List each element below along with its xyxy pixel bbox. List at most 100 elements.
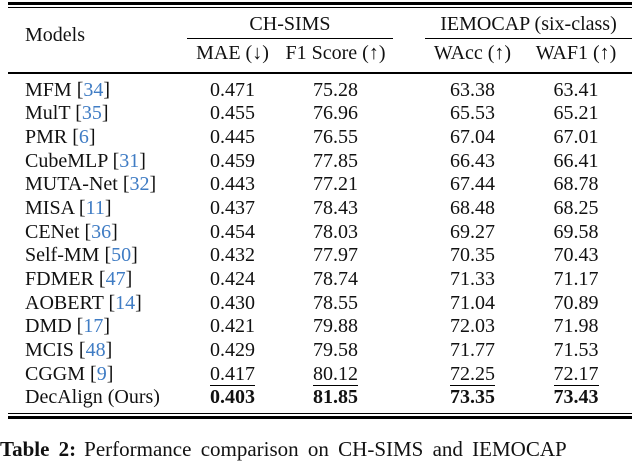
f1-cell: 77.85 xyxy=(313,149,358,172)
caption-label: Table 2: xyxy=(0,437,77,461)
model-label: PMR xyxy=(25,125,68,148)
citation[interactable]: [11] xyxy=(73,196,112,219)
citation[interactable]: [31] xyxy=(107,149,146,172)
model-label: DMD xyxy=(25,315,72,338)
mae-cell: 0.454 xyxy=(210,220,255,243)
group-rule-iemocap xyxy=(425,38,632,39)
wacc-cell: 73.35 xyxy=(450,386,495,409)
citation-number[interactable]: 47 xyxy=(105,268,126,290)
f1-cell: 77.97 xyxy=(313,244,358,267)
table-row: Self-MM [50] 0.432 77.97 70.35 70.43 xyxy=(8,244,632,268)
mae-cell: 0.430 xyxy=(210,291,255,314)
f1-cell: 77.21 xyxy=(313,173,358,196)
f1-cell: 81.85 xyxy=(313,386,358,409)
model-label: Self-MM xyxy=(25,244,100,267)
citation[interactable]: [32] xyxy=(117,173,157,196)
citation-number[interactable]: 14 xyxy=(115,291,136,314)
waf1-cell: 72.17 xyxy=(553,362,599,386)
table-row: PMR [6] 0.445 76.55 67.04 67.01 xyxy=(8,126,632,150)
header-rule xyxy=(8,72,632,74)
model-name-cell: MFM [34] xyxy=(8,79,187,103)
model-label: MUTA-Net xyxy=(25,173,118,196)
f1-cell: 78.43 xyxy=(313,196,358,219)
waf1-cell: 67.01 xyxy=(553,125,599,148)
waf1-cell: 71.98 xyxy=(553,315,599,338)
wacc-cell: 66.43 xyxy=(450,149,495,172)
waf1-cell: 69.58 xyxy=(553,220,599,243)
model-name-cell: PMR [6] xyxy=(8,126,187,150)
column-gap xyxy=(393,79,425,103)
model-name-cell: DecAlign (Ours) [] xyxy=(8,386,187,410)
f1-cell: 78.74 xyxy=(313,268,358,290)
model-name-cell: AOBERT [14] xyxy=(8,292,187,316)
mae-cell: 0.445 xyxy=(210,125,255,148)
column-header-wacc: WAcc (↑) xyxy=(433,42,512,64)
model-label: MCIS xyxy=(25,339,74,362)
table-row: AOBERT [14] 0.430 78.55 71.04 70.89 xyxy=(8,292,632,316)
citation[interactable]: [36] xyxy=(79,220,118,243)
f1-cell: 79.88 xyxy=(313,315,358,338)
mae-cell: 0.429 xyxy=(210,339,255,362)
citation[interactable]: [17] xyxy=(71,315,111,338)
citation[interactable]: [50] xyxy=(99,244,138,267)
model-label: CGGM xyxy=(25,362,86,385)
group-header-iemocap: IEMOCAP (six-class) xyxy=(440,13,617,35)
mae-cell: 0.455 xyxy=(210,102,255,125)
column-gap xyxy=(393,173,425,197)
column-gap xyxy=(393,339,425,363)
citation[interactable]: [35] xyxy=(70,102,109,125)
table-caption: Table 2: Performance comparison on CH-SIM… xyxy=(0,437,640,462)
column-header-waf1: WAF1 (↑) xyxy=(535,42,617,64)
column-header-models: Models xyxy=(25,24,85,46)
waf1-cell: 70.43 xyxy=(553,244,599,267)
column-gap xyxy=(393,126,425,150)
column-gap xyxy=(393,244,425,268)
citation-number[interactable]: 11 xyxy=(85,196,105,219)
f1-cell: 75.28 xyxy=(313,78,358,101)
citation[interactable]: [47] xyxy=(93,268,133,290)
citation-number[interactable]: 36 xyxy=(91,220,112,243)
table-row: CGGM [9] 0.417 80.12 72.25 72.17 xyxy=(8,363,632,387)
model-label: MulT xyxy=(25,102,71,125)
citation[interactable]: [9] xyxy=(85,362,114,385)
column-header-f1: F1 Score (↑) xyxy=(285,42,386,64)
model-name-cell: CGGM [9] xyxy=(8,363,187,387)
mae-cell: 0.421 xyxy=(210,315,255,338)
citation-number[interactable]: 35 xyxy=(81,102,102,125)
citation-number[interactable]: 34 xyxy=(83,78,104,101)
table-header: Models CH-SIMS IEMOCAP (six-class) MAE (… xyxy=(8,8,632,72)
citation[interactable]: [6] xyxy=(67,125,96,148)
model-name-cell: MUTA-Net [32] xyxy=(8,173,187,197)
citation-number[interactable]: 9 xyxy=(96,362,107,385)
citation-number[interactable]: 32 xyxy=(129,173,150,196)
citation-number[interactable]: 17 xyxy=(83,315,104,338)
mae-cell: 0.424 xyxy=(210,268,255,290)
model-label: DecAlign (Ours) xyxy=(25,386,160,409)
f1-cell: 79.58 xyxy=(313,339,358,362)
waf1-cell: 71.17 xyxy=(553,268,599,290)
citation-number[interactable]: 31 xyxy=(119,149,140,172)
citation[interactable]: [34] xyxy=(71,78,111,101)
wacc-cell: 68.48 xyxy=(450,196,495,219)
mae-cell: 0.459 xyxy=(210,149,255,172)
waf1-cell: 66.41 xyxy=(553,149,599,172)
group-header-chsims: CH-SIMS xyxy=(249,13,331,35)
f1-cell: 78.03 xyxy=(313,220,358,243)
mae-cell: 0.437 xyxy=(210,196,255,219)
citation[interactable]: [14] xyxy=(103,291,142,314)
wacc-cell: 67.04 xyxy=(450,125,495,148)
citation[interactable]: [48] xyxy=(73,339,113,362)
waf1-cell: 63.41 xyxy=(553,78,599,101)
model-name-cell: MulT [35] xyxy=(8,102,187,126)
mae-cell: 0.443 xyxy=(210,173,255,196)
group-rule-chsims xyxy=(187,38,393,39)
model-name-cell: MISA [11] xyxy=(8,197,187,221)
citation-number[interactable]: 6 xyxy=(78,125,89,148)
results-table: Models CH-SIMS IEMOCAP (six-class) MAE (… xyxy=(8,2,632,420)
table-row: MulT [35] 0.455 76.96 65.53 65.21 xyxy=(8,102,632,126)
waf1-cell: 71.53 xyxy=(553,339,599,362)
column-gap xyxy=(393,150,425,174)
citation-number[interactable]: 48 xyxy=(85,339,106,362)
column-gap xyxy=(393,221,425,245)
citation-number[interactable]: 50 xyxy=(111,244,132,267)
